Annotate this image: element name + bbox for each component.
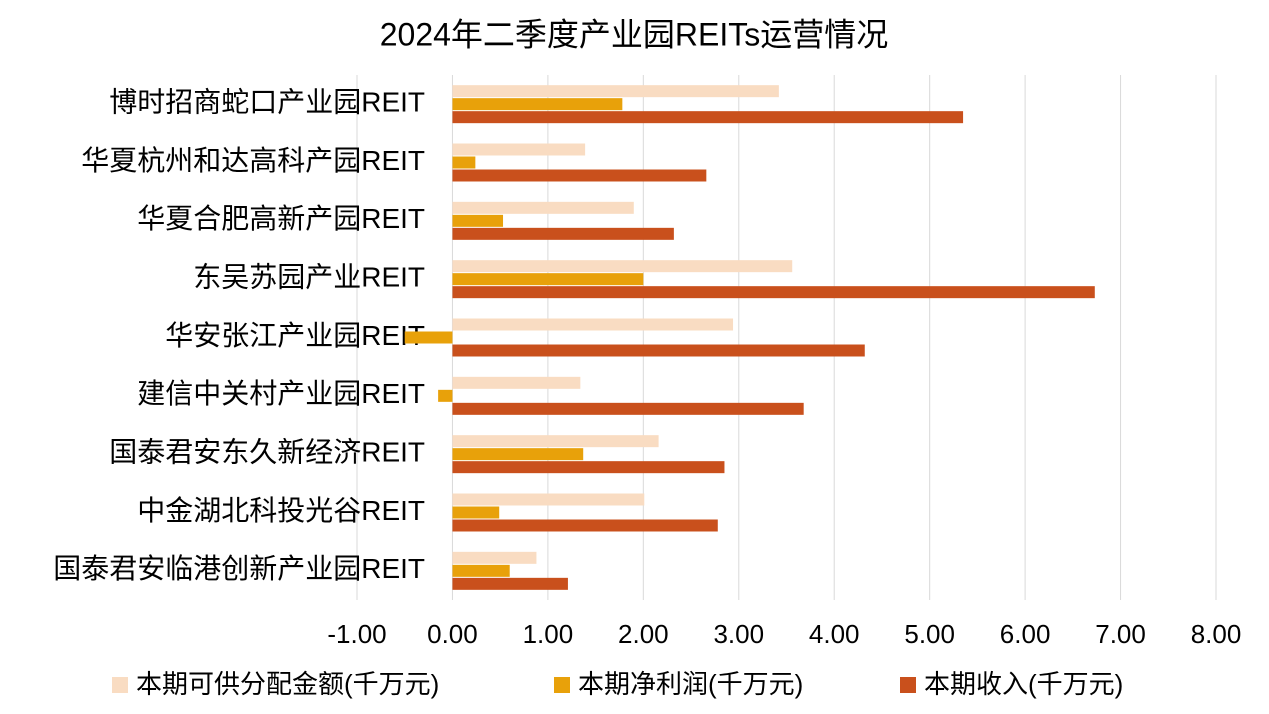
bar [452,402,804,415]
bar [452,435,659,448]
bar [452,214,504,227]
bar [452,286,1095,299]
bar [452,493,645,506]
chart-title: 2024年二季度产业园REITs运营情况 [380,16,889,52]
bar [452,461,725,474]
legend-swatch [112,677,128,693]
bar [452,506,500,519]
bar [452,519,718,532]
y-tick-label: 华夏杭州和达高科产园REIT [81,145,425,176]
x-tick-label: 3.00 [713,619,764,649]
bar [438,389,453,402]
x-tick-label: 6.00 [1000,619,1051,649]
bar [452,376,581,389]
x-tick-label: 7.00 [1095,619,1146,649]
x-tick-label: 2.00 [618,619,669,649]
y-tick-label: 华夏合肥高新产园REIT [137,203,425,234]
bar [452,143,586,156]
bar [452,98,623,111]
y-tick-label: 中金湖北科投光谷REIT [137,495,425,526]
bar [452,85,779,98]
legend-label: 本期可供分配金额(千万元) [136,669,439,699]
bar [452,227,674,240]
bar [452,577,568,590]
bar [452,344,865,357]
bar [452,273,644,286]
legend-swatch [554,677,570,693]
x-tick-label: 0.00 [427,619,478,649]
x-tick-label: 1.00 [523,619,574,649]
y-tick-label: 建信中关村产业园REIT [137,378,425,409]
bar [452,111,964,124]
bar [452,169,707,182]
bar [452,564,510,577]
legend-label: 本期收入(千万元) [924,669,1123,699]
y-tick-label: 东吴苏园产业REIT [193,262,425,293]
x-tick-label: 5.00 [904,619,955,649]
y-tick-label: 博时招商蛇口产业园REIT [109,87,425,118]
x-tick-label: -1.00 [327,619,386,649]
bar [404,331,453,344]
y-tick-label: 国泰君安东久新经济REIT [109,437,425,468]
y-tick-label: 华安张江产业园REIT [165,320,425,351]
bar [452,448,584,461]
bar [452,201,634,214]
x-tick-label: 8.00 [1191,619,1242,649]
bar [452,318,734,331]
legend-label: 本期净利润(千万元) [578,669,803,699]
legend-swatch [900,677,916,693]
y-tick-label: 国泰君安临港创新产业园REIT [53,553,425,584]
x-tick-label: 4.00 [809,619,860,649]
bar [452,551,537,564]
bar [452,156,476,169]
bar [452,260,793,273]
